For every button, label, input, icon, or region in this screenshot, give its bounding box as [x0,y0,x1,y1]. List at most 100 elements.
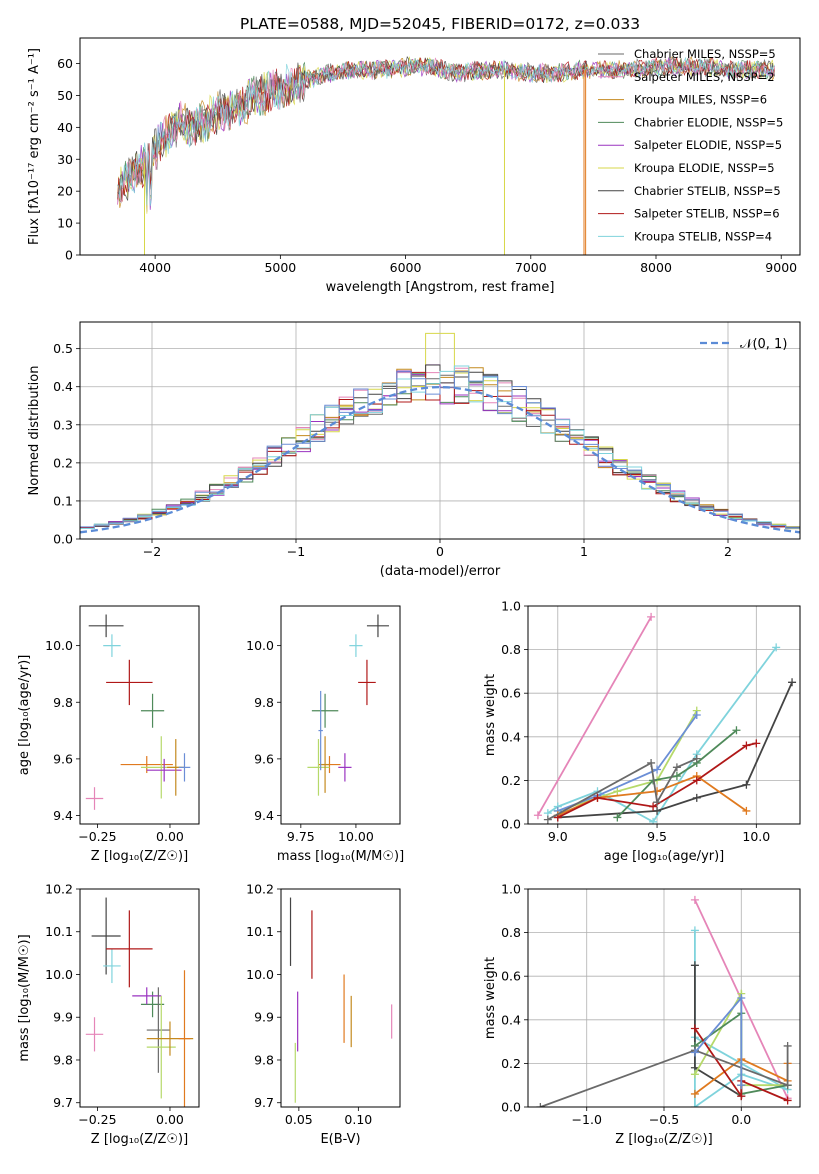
data-point [690,1070,699,1079]
panel-mass-weight-vs-Z: −1.0 −0.5 0.0 0.0 0.2 0.4 0.6 0.8 1.0 Z [log₁₀(Z/… [483,882,801,1147]
x-tick-label: −1 [287,544,305,559]
data-point [690,926,699,935]
axes-frame [79,605,200,825]
x-tick-label: 4000 [139,260,171,275]
spectrum-line [117,56,775,207]
data-point [653,765,662,774]
y-tick-label: 0.4 [53,379,73,394]
y-axis-label: mass weight [483,957,498,1039]
y-tick-label: 1.0 [501,882,521,897]
y-tick-label: 0.6 [501,686,521,701]
data-point [737,994,746,1002]
y-tick-label: 9.7 [53,1095,73,1110]
data-point [783,1096,792,1105]
data-point [653,798,662,807]
data-point [690,895,699,904]
x-tick-label: −1.0 [572,1112,602,1127]
normal-curve [80,385,800,534]
plot-area [85,614,191,810]
y-tick-label: 10.1 [246,924,274,939]
y-tick-label: 9.8 [53,1052,73,1067]
y-tick-label: 9.4 [254,808,274,823]
y-tick-label: 10.0 [246,967,274,982]
y-tick-label: 0.8 [501,925,521,940]
data-point [533,811,542,820]
y-axis-label: age [log₁₀(age/yr)] [17,655,32,776]
y-tick-label: 40 [57,120,73,135]
x-tick-label: 0.0 [731,1112,751,1127]
series-line [557,714,698,812]
y-tick-label: 0.0 [53,532,73,547]
x-tick-label: −2 [143,544,161,559]
data-point [732,726,741,735]
legend-entry: Kroupa MILES, NSSP=6 [634,93,767,107]
y-tick-label: 10.1 [45,924,73,939]
x-tick-label: 9.5 [647,829,667,844]
data-point [737,1092,746,1101]
data-point [737,1081,746,1090]
x-tick-label: 0.00 [156,1112,184,1127]
x-axis-label: Z [log₁₀(Z/Z☉)] [91,849,188,864]
x-tick-label: 10.00 [338,829,374,844]
panel-mass-vs-Z: −0.25 0.00 9.7 9.8 9.9 10.0 10.1 10.2 Z [log₁₀(Z… [17,882,200,1147]
series-line [537,616,652,816]
x-tick-label: 10.0 [742,829,770,844]
y-tick-label: 0 [65,248,73,263]
legend-entry: Kroupa ELODIE, NSSP=5 [634,161,775,175]
axes-frame [280,888,401,1108]
data-point [613,813,622,822]
data-point [692,793,701,802]
y-tick-label: 9.8 [254,695,274,710]
x-tick-label: 9.0 [548,829,568,844]
x-tick-label: 8000 [640,260,672,275]
x-tick-label: 0 [436,544,444,559]
data-point [647,758,656,767]
y-tick-label: 0.8 [501,642,521,657]
plot-area [289,897,393,1103]
data-point [649,817,658,824]
x-axis-label: E(B-V) [320,1132,360,1147]
panel-mass-vs-EBV: 0.05 0.10 9.7 9.8 9.9 10.0 10.1 10.2 E(B-V) [246,882,401,1147]
y-tick-label: 30 [57,152,73,167]
y-tick-label: 50 [57,88,73,103]
data-point [690,961,699,970]
x-tick-label: 9000 [765,260,797,275]
data-point [647,612,656,621]
legend-entry: Chabrier MILES, NSSP=5 [634,47,776,61]
data-point [692,754,701,763]
data-point [649,802,658,811]
data-point [653,787,662,796]
y-tick-label: 0.2 [501,1056,521,1071]
y-tick-label: 0.3 [53,417,73,432]
y-tick-label: 60 [57,56,73,71]
y-tick-label: 9.4 [53,808,73,823]
data-point [690,1103,699,1107]
spectrum-legend: Chabrier MILES, NSSP=5 Salpeter MILES, NS… [598,47,783,243]
y-tick-label: 10.0 [45,638,73,653]
x-tick-label: 0.00 [156,829,184,844]
data-point [752,739,761,748]
plot-area [80,332,800,539]
axes-frame [79,321,801,540]
panel-age-vs-Z: −0.25 0.00 9.4 9.6 9.8 10.0 Z [log₁₀(Z/Z☉)] age… [17,605,200,864]
plot-area [85,897,194,1107]
data-point [692,776,701,785]
x-tick-label: 2 [724,544,732,559]
x-axis-label: age [log₁₀(age/yr)] [604,849,725,864]
x-tick-label: −0.25 [78,1112,116,1127]
legend-entry: 𝒩(0, 1) [740,337,787,352]
y-tick-label: 10 [57,216,73,231]
x-tick-label: 0.10 [344,1112,372,1127]
y-tick-label: 0.4 [501,1012,521,1027]
x-axis-label: Z [log₁₀(Z/Z☉)] [615,1132,712,1147]
data-point [543,815,552,824]
data-point [690,1089,699,1098]
y-axis-label: Normed distribution [27,366,42,496]
data-point [653,806,662,815]
panel-residuals: −2 −1 0 1 2 0.0 0.1 0.2 0.3 0.4 0.5 (data-model)/er… [27,321,801,579]
axes-frame [79,888,200,1108]
y-tick-label: 9.7 [254,1095,274,1110]
y-tick-label: 0.6 [501,969,521,984]
panel-age-vs-mass: 9.75 10.00 9.4 9.6 9.8 10.0 mass [log₁₀(M/M☉)] [246,605,404,864]
data-point [672,772,681,781]
